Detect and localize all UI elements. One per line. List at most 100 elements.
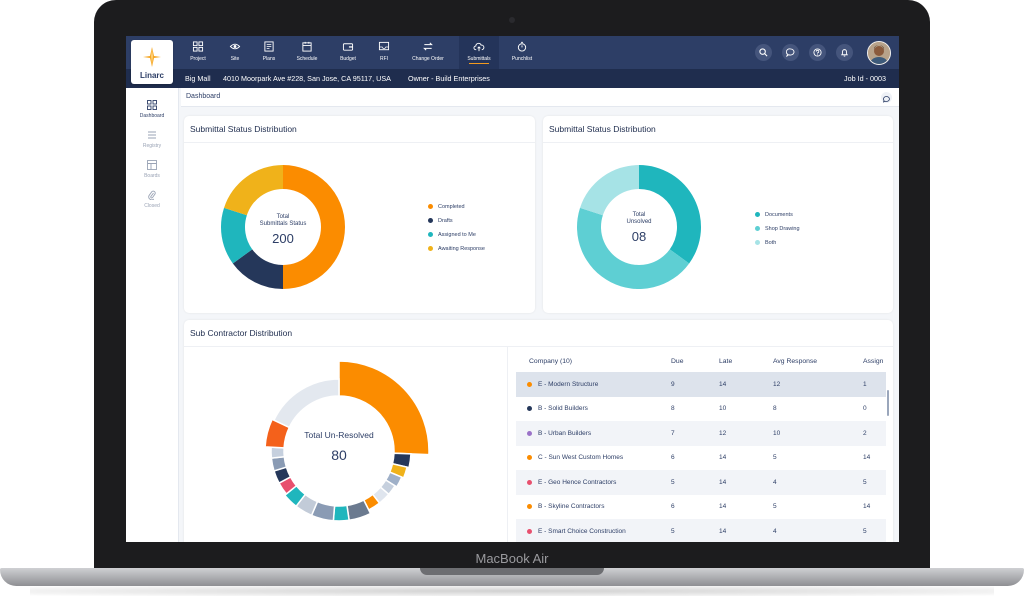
table-row[interactable]: B - Urban Builders 7 12 10 2 [516, 421, 886, 446]
comments-button[interactable] [881, 92, 892, 103]
table-scrollbar[interactable] [887, 390, 889, 416]
search-button[interactable] [755, 44, 772, 61]
avatar-icon [868, 42, 890, 64]
logo-text: Linarc [139, 71, 164, 80]
donut-slice[interactable] [283, 165, 345, 289]
legend-item[interactable]: Completed [428, 204, 485, 218]
top-navigation: Project Site Plans Schedule Budget RFI C… [126, 36, 899, 69]
cell-company: C - Sun West Custom Homes [516, 445, 670, 470]
sidebar-item-boards[interactable]: Boards [126, 160, 178, 179]
nav-schedule[interactable]: Schedule [290, 41, 324, 67]
legend-item[interactable]: Awaiting Response [428, 246, 485, 260]
sidebar-item-registry[interactable]: Registry [126, 130, 178, 149]
donut-slice[interactable] [338, 360, 430, 456]
swap-icon [423, 42, 433, 51]
table-row[interactable]: E - Smart Choice Construction 5 14 4 5 [516, 519, 886, 542]
legend-swatch [428, 232, 433, 238]
table-body: E - Modern Structure 9 14 12 1 B - Solid Buil… [516, 372, 886, 542]
nav-submittals[interactable]: Submittals [459, 36, 499, 69]
cell-late: 14 [718, 445, 772, 470]
card-title: Submittal Status Distribution [549, 124, 656, 134]
col-avg-response[interactable]: Avg Response [773, 357, 818, 365]
project-name[interactable]: Big Mall [185, 74, 211, 83]
board-icon [147, 160, 157, 170]
legend-item[interactable]: Assigned to Me [428, 232, 485, 246]
legend-label: Shop Drawing [765, 226, 800, 232]
nav-project[interactable]: Project [181, 41, 215, 67]
logo-mark-icon [143, 47, 161, 67]
table-row[interactable]: E - Geo Hence Contractors 5 14 4 5 [516, 470, 886, 495]
table-row[interactable]: B - Skyline Contractors 6 14 5 14 [516, 494, 886, 519]
col-company[interactable]: Company (10) [529, 357, 573, 365]
table-row[interactable]: B - Solid Builders 8 10 8 0 [516, 396, 886, 421]
cell-assign: 0 [862, 396, 886, 421]
donut-center-line1: Total Un-Resolved [304, 430, 374, 440]
cell-company: B - Skyline Contractors [516, 494, 670, 519]
donut-slice[interactable] [221, 207, 253, 264]
legend-item[interactable]: Documents [755, 212, 800, 226]
table-row[interactable]: C - Sun West Custom Homes 6 14 5 14 [516, 445, 886, 470]
nav-punchlist[interactable]: Punchlist [505, 41, 539, 67]
donut-slice[interactable] [232, 249, 283, 289]
sidebar-item-closed[interactable]: Closed [126, 190, 178, 209]
cell-late: 10 [718, 396, 772, 421]
cell-due: 7 [670, 421, 718, 446]
company-dot [527, 406, 532, 412]
notifications-button[interactable] [836, 44, 853, 61]
legend-label: Assigned to Me [438, 232, 476, 238]
legend-item[interactable]: Drafts [428, 218, 485, 232]
donut-center-value: 08 [631, 229, 647, 244]
status-legend: Completed Drafts Assigned to Me Awaiting… [428, 204, 485, 260]
card-divider [184, 142, 535, 143]
nav-budget[interactable]: Budget [331, 41, 365, 67]
card-title: Sub Contractor Distribution [190, 328, 293, 338]
donut-center: Total Submittals Status 200 [243, 214, 323, 246]
nav-site[interactable]: Site [218, 41, 252, 67]
legend-item[interactable]: Both [755, 240, 800, 254]
app-logo[interactable]: Linarc [131, 40, 173, 84]
subcontractor-donut-chart [264, 360, 430, 522]
cell-avg-response: 8 [772, 396, 862, 421]
legend-item[interactable]: Shop Drawing [755, 226, 800, 240]
cell-company: E - Modern Structure [516, 372, 670, 397]
company-dot [527, 430, 532, 436]
user-avatar[interactable] [867, 41, 891, 65]
company-name: B - Urban Builders [538, 429, 592, 437]
stopwatch-icon [517, 41, 527, 52]
cell-due: 6 [670, 445, 718, 470]
donut-center-line2: Unsolved [626, 219, 652, 225]
donut-slice[interactable] [577, 207, 690, 289]
sidebar: Dashboard Registry Boards Closed [126, 88, 179, 542]
sub-contractor-card: Sub Contractor Distribution Total Un-Res… [184, 320, 893, 542]
table-row[interactable]: E - Modern Structure 9 14 12 1 [516, 372, 886, 397]
project-owner: Owner - Build Enterprises [408, 74, 490, 83]
nav-change-order[interactable]: Change Order [410, 41, 446, 67]
col-assign[interactable]: Assign [863, 357, 884, 365]
nav-label: Change Order [412, 56, 444, 62]
sidebar-item-dashboard[interactable]: Dashboard [126, 100, 178, 119]
cell-late: 14 [718, 494, 772, 519]
donut-slice[interactable] [272, 378, 340, 429]
help-button[interactable] [809, 44, 826, 61]
card-divider [184, 346, 893, 347]
col-late[interactable]: Late [719, 357, 733, 365]
cloud-upload-icon [473, 42, 485, 52]
laptop-base [0, 568, 1024, 586]
cell-assign: 5 [862, 470, 886, 495]
chat-button[interactable] [782, 44, 799, 61]
page-title: Dashboard [186, 93, 221, 100]
status-donut-chart [221, 165, 345, 289]
bell-icon [841, 49, 848, 57]
cell-company: B - Urban Builders [516, 421, 670, 446]
col-due[interactable]: Due [671, 357, 684, 365]
wallet-icon [342, 43, 354, 51]
donut-slice[interactable] [224, 165, 283, 216]
submittal-unsolved-card: Submittal Status Distribution Total Unso… [543, 116, 893, 313]
nav-rfi[interactable]: RFI [367, 41, 401, 67]
donut-slice[interactable] [580, 165, 639, 216]
nav-plans[interactable]: Plans [252, 41, 286, 67]
device-label: MacBook Air [475, 551, 549, 566]
donut-slice[interactable] [332, 504, 350, 522]
laptop-shadow [30, 586, 994, 596]
donut-slice[interactable] [639, 165, 701, 264]
